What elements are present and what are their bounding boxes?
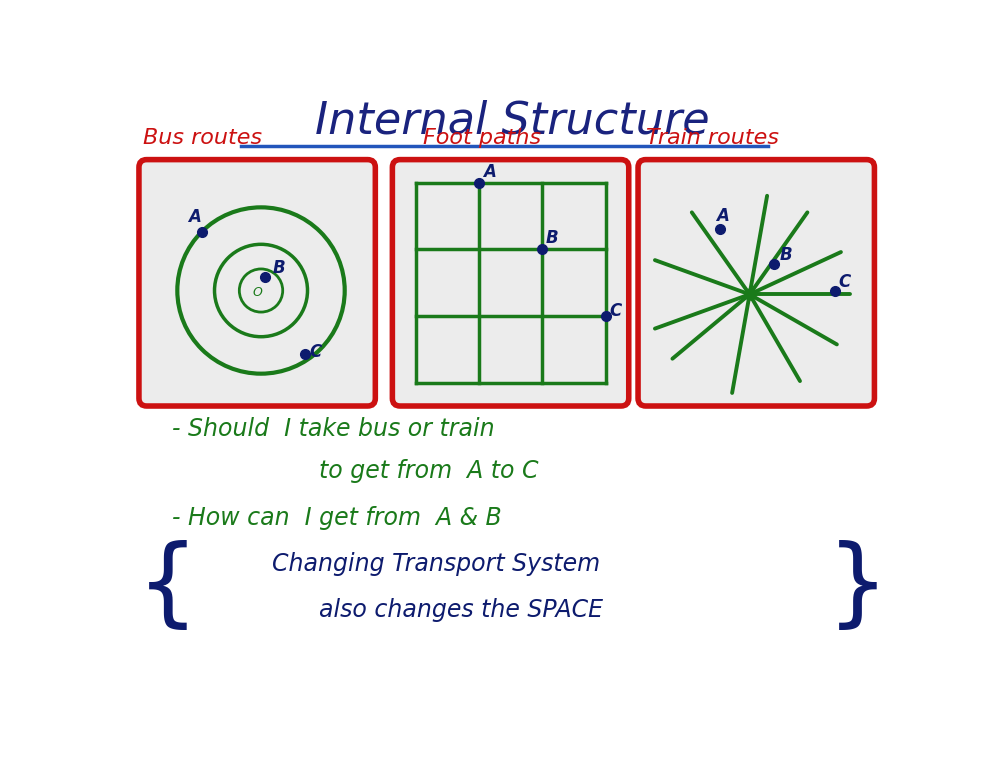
Text: Internal Structure: Internal Structure <box>315 99 710 143</box>
Text: B: B <box>546 229 559 247</box>
FancyBboxPatch shape <box>139 159 375 406</box>
Text: C: C <box>839 272 851 291</box>
Text: B: B <box>780 246 792 263</box>
Text: C: C <box>609 302 622 320</box>
Text: Bus routes: Bus routes <box>143 128 262 148</box>
Text: O: O <box>252 285 262 298</box>
FancyBboxPatch shape <box>392 159 629 406</box>
Text: A: A <box>716 207 729 225</box>
FancyBboxPatch shape <box>638 159 874 406</box>
Text: A: A <box>483 162 496 181</box>
Text: to get from  A to C: to get from A to C <box>319 459 538 483</box>
Text: }: } <box>826 540 888 634</box>
Text: - Should  I take bus or train: - Should I take bus or train <box>172 417 494 441</box>
Text: Foot paths: Foot paths <box>423 128 542 148</box>
Text: - How can  I get from  A & B: - How can I get from A & B <box>172 505 501 530</box>
Text: A: A <box>188 209 201 226</box>
Text: Changing Transport System: Changing Transport System <box>272 552 600 576</box>
Text: {: { <box>137 540 199 634</box>
Text: also changes the SPACE: also changes the SPACE <box>319 598 603 622</box>
Text: B: B <box>273 259 285 277</box>
Text: Train routes: Train routes <box>646 128 779 148</box>
Text: C: C <box>309 343 322 361</box>
